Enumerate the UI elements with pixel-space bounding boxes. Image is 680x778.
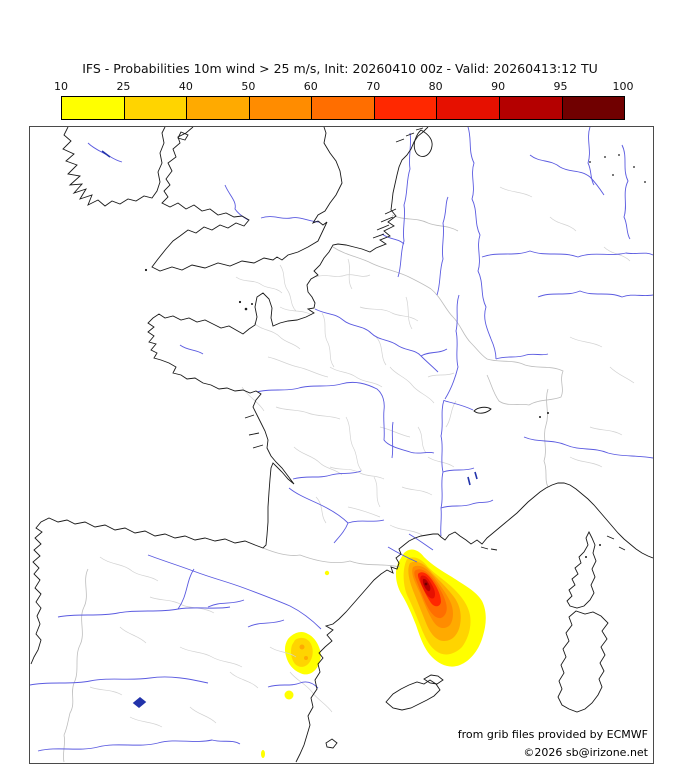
island-menorca <box>423 674 444 685</box>
colorbar-tick: 10 <box>54 80 68 93</box>
river-saone <box>444 294 460 400</box>
island-anglesey <box>177 131 189 141</box>
river-herault <box>408 533 434 551</box>
river-moselle <box>436 196 449 296</box>
river-durance <box>440 499 494 509</box>
colorbar-segment <box>311 97 374 119</box>
river-main <box>481 250 653 258</box>
coast-great-britain <box>151 127 343 272</box>
contour-minor-speck <box>284 690 294 700</box>
river-ebro-trib <box>207 599 285 628</box>
attribution-source: from grib files provided by ECMWF <box>457 728 648 741</box>
river-aude <box>387 546 418 563</box>
coastlines <box>30 127 653 763</box>
river-tarn <box>347 519 385 524</box>
colorbar-tick: 95 <box>553 80 568 93</box>
contour-valencia-cell <box>291 637 313 667</box>
river-weser <box>529 154 605 196</box>
river-jucar <box>267 681 319 689</box>
colorbar-tick: 70 <box>366 80 381 93</box>
colorbar-segment <box>62 97 124 119</box>
alpine-lakes <box>467 471 478 486</box>
river-loire <box>256 381 435 454</box>
colorbar-tick: 50 <box>241 80 256 93</box>
small-islands <box>244 127 626 551</box>
rivers <box>30 127 653 752</box>
island-mallorca <box>385 679 441 711</box>
islet-dots <box>144 154 646 558</box>
river-guadiana <box>37 739 241 752</box>
attribution-copyright: ©2026 sb@irizone.net <box>523 746 648 759</box>
colorbar-tick: 40 <box>178 80 193 93</box>
colorbar-segment <box>123 97 187 119</box>
colorbar-tick: 60 <box>303 80 318 93</box>
river-meuse <box>397 132 412 278</box>
river-duero-trib <box>177 568 195 610</box>
island-corsica <box>566 530 597 609</box>
island-sardinia <box>557 610 609 713</box>
river-rhine-east <box>495 353 549 360</box>
river-isere <box>442 467 475 473</box>
colorbar-tick: 90 <box>491 80 506 93</box>
colorbar-segment <box>373 97 437 119</box>
river-brittany <box>179 344 204 355</box>
river-po <box>523 436 653 459</box>
river-allier <box>391 421 394 459</box>
colorbar-segment <box>436 97 499 119</box>
river-marne <box>420 348 448 357</box>
island-ibiza <box>325 738 338 749</box>
river-rhine <box>467 127 497 360</box>
coast-ireland <box>62 127 166 207</box>
colorbar-tick: 80 <box>428 80 443 93</box>
river-tajo <box>30 676 209 686</box>
contour-main-cell-core <box>424 582 428 586</box>
reservoir-tajo <box>132 696 147 709</box>
page-title: IFS - Probabilities 10m wind > 25 m/s, I… <box>82 61 598 76</box>
coast-mediterranean <box>295 482 653 763</box>
colorbar-segment <box>186 97 249 119</box>
river-severn <box>224 184 249 221</box>
contour-minor-speck <box>261 750 265 758</box>
probability-contours <box>261 549 486 758</box>
colorbar-tick-labels: 10 25 40 50 60 70 80 90 95 100 <box>54 80 634 94</box>
coast-continent-atlantic <box>30 127 429 665</box>
contour-valencia-speck <box>304 656 308 660</box>
lakes <box>101 150 478 709</box>
contour-minor-speck <box>324 570 330 576</box>
river-duero <box>57 606 231 618</box>
colorbar-segment <box>498 97 562 119</box>
colorbar-tick: 25 <box>116 80 131 93</box>
shannon-estuary <box>101 150 111 158</box>
river-elbe <box>621 144 631 240</box>
river-danube <box>537 290 653 298</box>
lake-ijsselmeer <box>413 129 433 157</box>
admin-boundaries <box>89 186 635 728</box>
river-garonne <box>288 487 349 544</box>
lake-geneva <box>473 406 492 414</box>
country-borders <box>63 214 564 763</box>
river-dordogne <box>292 470 362 480</box>
contour-valencia-speck <box>299 644 305 650</box>
colorbar-gradient <box>61 96 625 120</box>
map-svg <box>30 127 653 763</box>
river-thames <box>260 216 321 223</box>
colorbar-tick: 100 <box>612 80 634 93</box>
colorbar: 10 25 40 50 60 70 80 90 95 100 <box>54 80 634 120</box>
river-rhone-upper <box>443 399 474 411</box>
river-ebro <box>147 554 322 630</box>
colorbar-segment <box>248 97 312 119</box>
river-ems <box>587 127 595 186</box>
river-seine <box>314 308 439 373</box>
colorbar-segment <box>561 97 625 119</box>
map-frame: from grib files provided by ECMWF ©2026 … <box>29 126 654 764</box>
river-scheldt <box>381 233 405 245</box>
river-rhone <box>440 399 445 537</box>
